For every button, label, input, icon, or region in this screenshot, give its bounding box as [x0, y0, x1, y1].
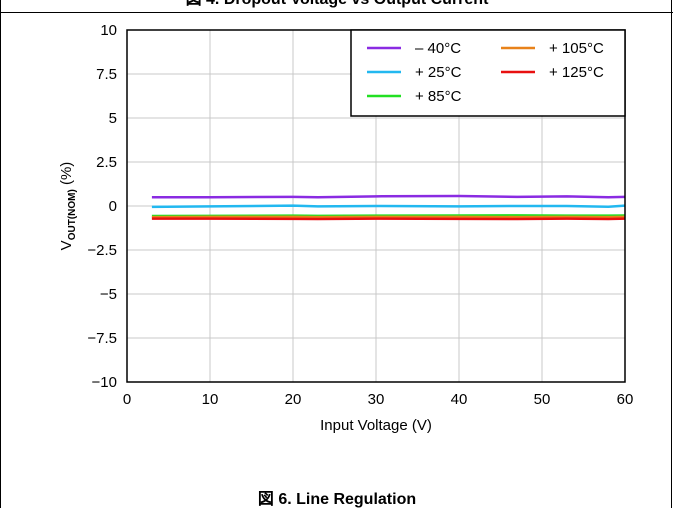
y-tick-label: 5	[109, 110, 117, 127]
legend-label: + 125°C	[549, 64, 604, 81]
line-regulation-chart: 0 10 20 30 40 50 60 10 7.5 5 2.5 0 −2.5 −5 −7.5 −10 Inp…	[1, 0, 673, 480]
y-tick-label: −2.5	[87, 242, 117, 259]
x-tick-label: 40	[451, 391, 468, 408]
y-tick-label: 2.5	[96, 154, 117, 171]
y-axis-label-suffix: (%)	[58, 162, 75, 190]
legend-label: + 25°C	[415, 64, 462, 81]
y-tick-label: 0	[109, 198, 117, 215]
x-tick-label: 0	[123, 391, 131, 408]
y-tick-label: −5	[100, 286, 117, 303]
y-axis-label-main: V	[58, 240, 75, 250]
y-axis-label-subscript: OUT(NOM)	[67, 189, 78, 240]
series-line-2	[152, 206, 625, 207]
series-layer	[152, 196, 625, 219]
legend-label: + 105°C	[549, 40, 604, 57]
figure-caption: 図 6. Line Regulation	[1, 491, 673, 509]
x-tick-label: 60	[617, 391, 634, 408]
x-tick-label: 10	[202, 391, 219, 408]
y-tick-label: 10	[100, 22, 117, 39]
x-axis-label: Input Voltage (V)	[320, 417, 432, 434]
x-tick-label: 20	[285, 391, 302, 408]
legend: – 40°C + 25°C + 85°C + 105°C + 125°C	[351, 30, 625, 116]
x-tick-label: 50	[534, 391, 551, 408]
y-axis-label: VOUT(NOM) (%)	[58, 162, 78, 251]
y-tick-label: −10	[92, 374, 117, 391]
y-tick-label: 7.5	[96, 66, 117, 83]
legend-label: + 85°C	[415, 88, 462, 105]
x-tick-label: 30	[368, 391, 385, 408]
y-tick-label: −7.5	[87, 330, 117, 347]
series-line-1	[152, 196, 625, 197]
legend-label: – 40°C	[415, 40, 461, 57]
